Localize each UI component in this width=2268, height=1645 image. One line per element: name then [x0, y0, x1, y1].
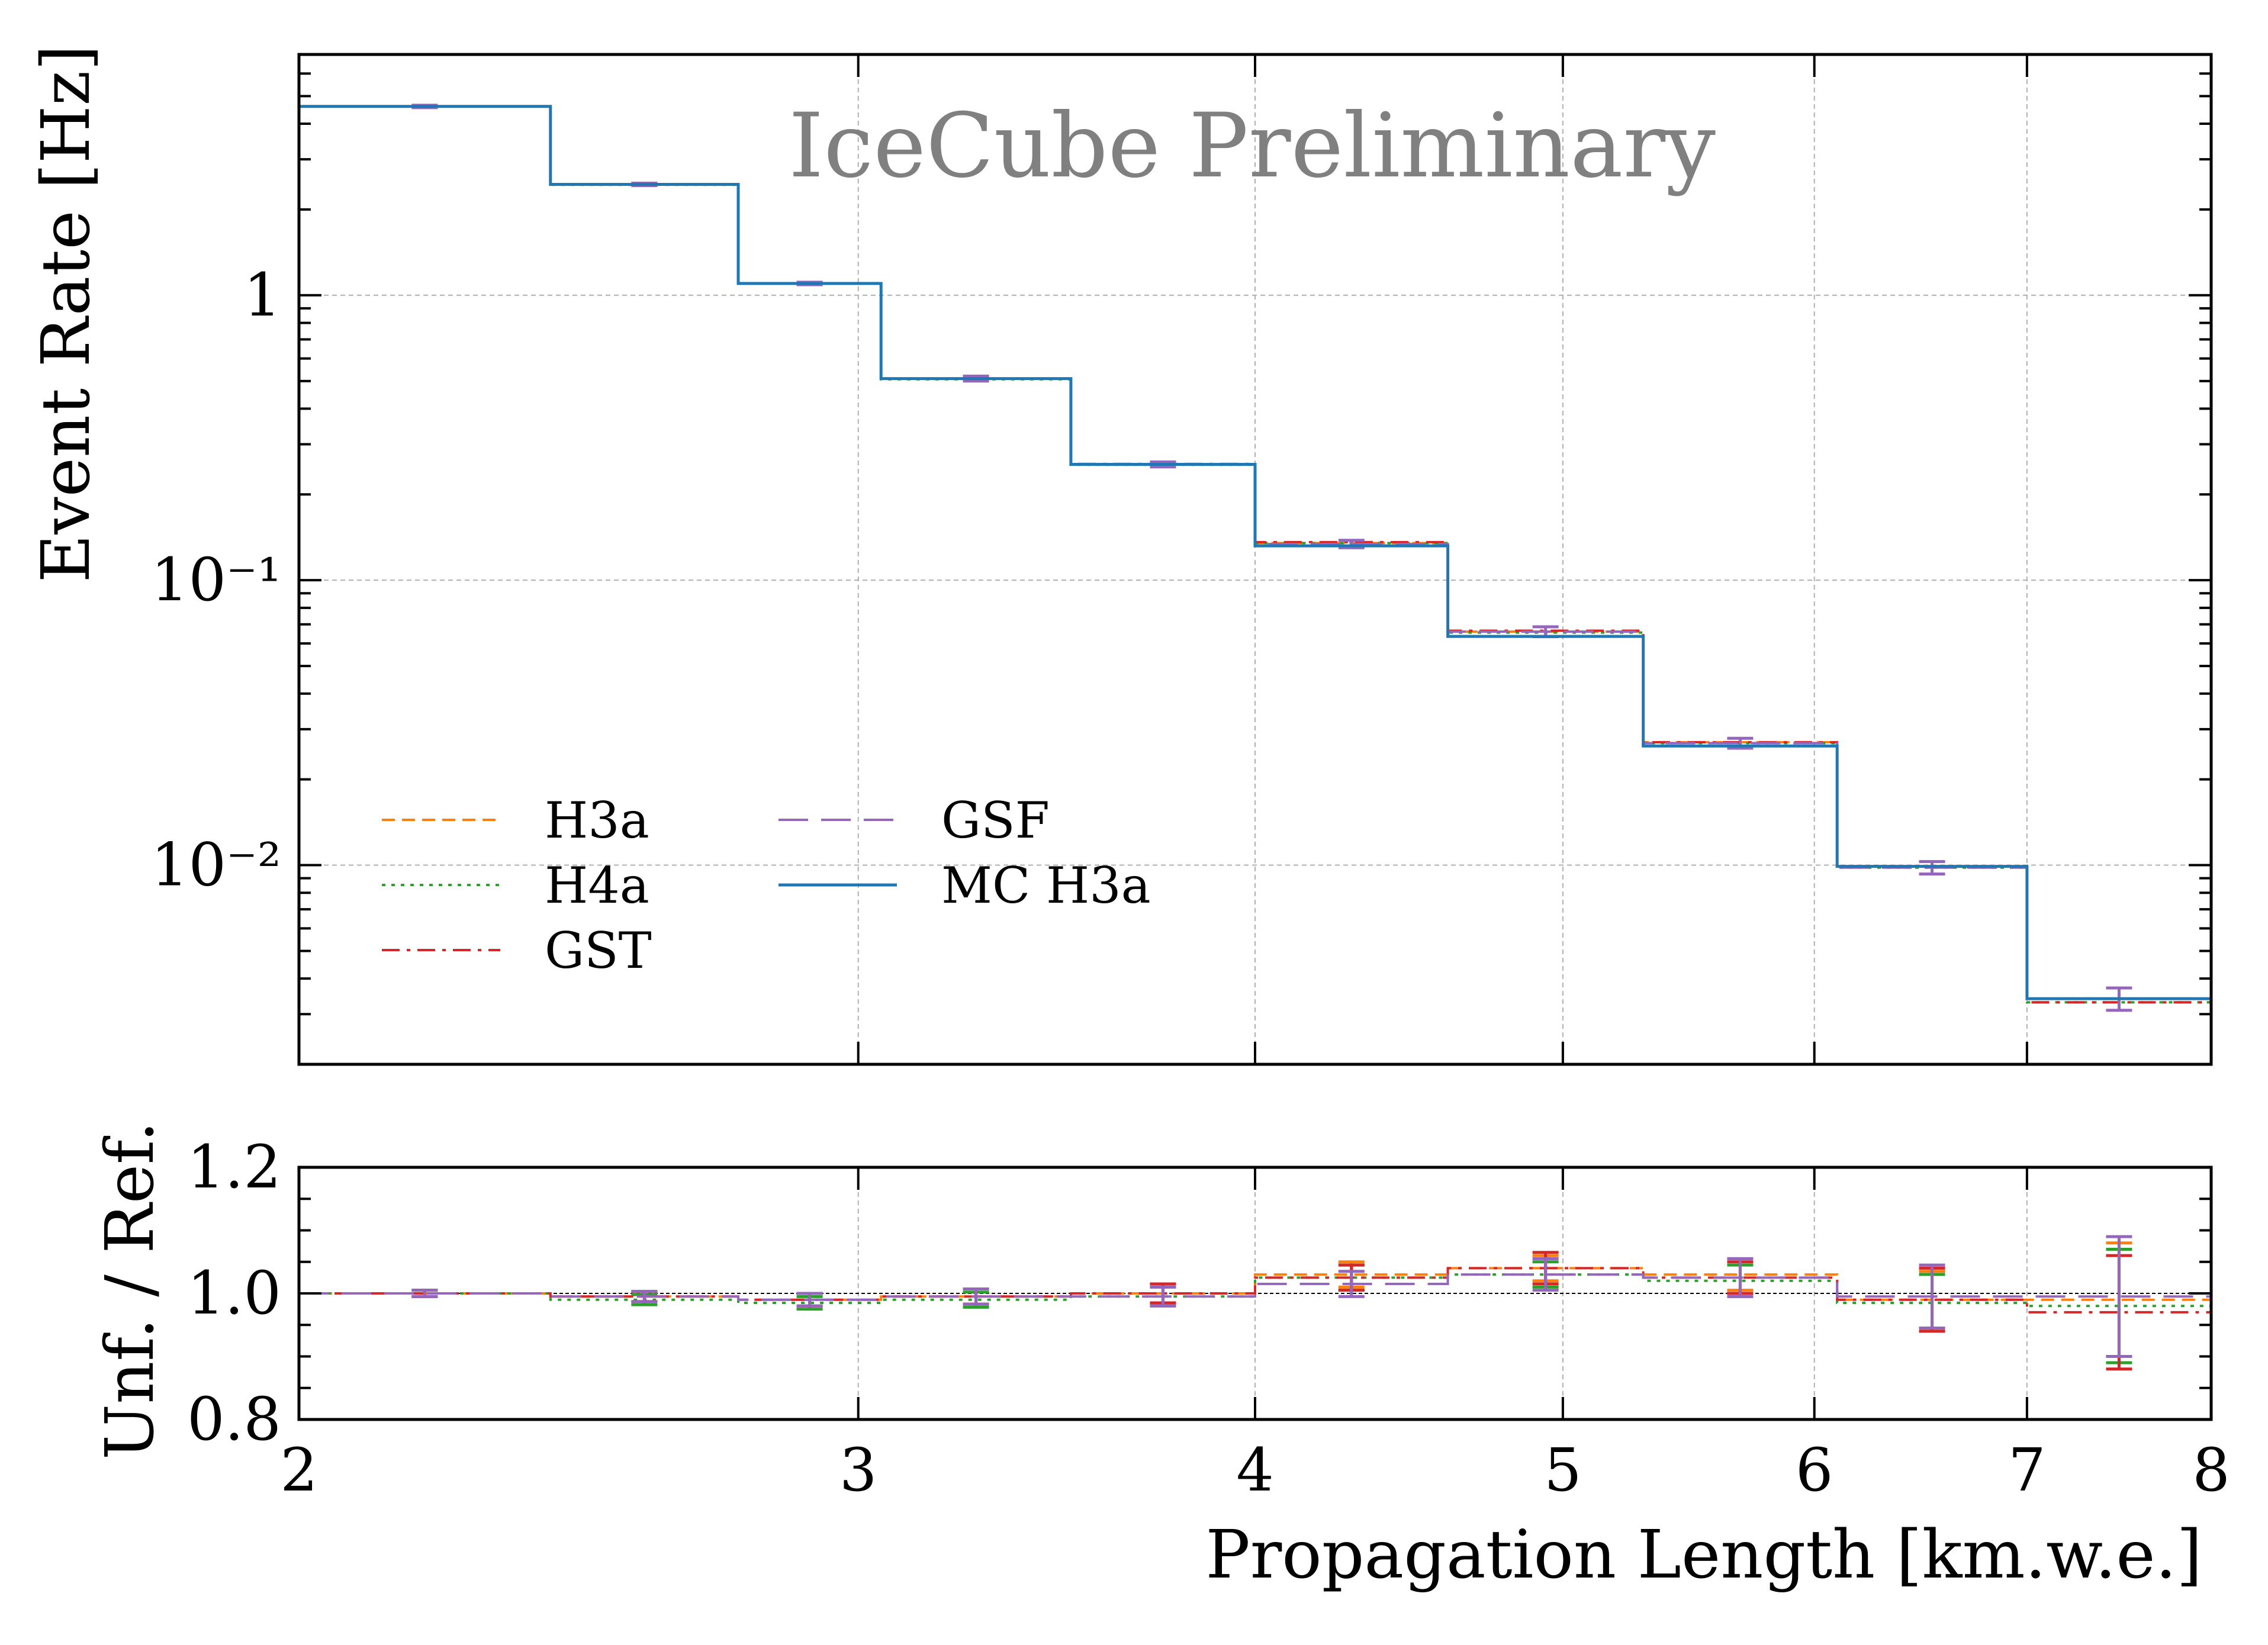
xtick-label: 8: [2192, 1435, 2230, 1505]
x-axis-title: Propagation Length [km.w.e.]: [1205, 1517, 2202, 1594]
top-ytick-label: 10⁻²: [151, 830, 281, 900]
top-y-axis-title: Event Rate [Hz]: [28, 45, 105, 583]
top-ytick-label: 1: [243, 260, 281, 330]
xtick-label: 5: [1544, 1435, 1582, 1505]
xtick-label: 4: [1236, 1435, 1274, 1505]
bottom-panel-series: [299, 1235, 2211, 1371]
legend-label-gsf: GSF: [941, 791, 1050, 849]
xtick-label: 2: [280, 1435, 318, 1505]
top-panel-axes: 1 10⁻¹ 10⁻²: [151, 53, 2213, 1066]
top-ytick-label: 10⁻¹: [151, 545, 281, 614]
legend-label-mc-h3a: MC H3a: [941, 857, 1151, 915]
legend: H3a H4a GST GSF MC H3a: [382, 791, 1151, 980]
bottom-y-axis-title: Unf. / Ref.: [92, 1121, 169, 1460]
xtick-label: 6: [1796, 1435, 1833, 1505]
watermark-text: IceCube Preliminary: [789, 95, 1716, 198]
bottom-ytick-label: 0.8: [187, 1385, 281, 1454]
xtick-label: 7: [2008, 1435, 2046, 1505]
ratio-line-gsf: [299, 1273, 2211, 1301]
bottom-ytick-label: 1.2: [187, 1132, 281, 1202]
legend-label-h3a: H3a: [545, 791, 649, 849]
legend-label-gst: GST: [545, 922, 652, 980]
bottom-ytick-label: 1.0: [187, 1258, 281, 1328]
legend-label-h4a: H4a: [545, 857, 649, 915]
bottom-panel-axes: 0.8 1.0 1.2 2 3 4 5 6 7 8: [187, 1132, 2230, 1505]
xtick-label: 3: [839, 1435, 877, 1505]
top-panel-series: [299, 104, 2211, 1012]
series-line-mc-h3a: [299, 105, 2211, 1000]
